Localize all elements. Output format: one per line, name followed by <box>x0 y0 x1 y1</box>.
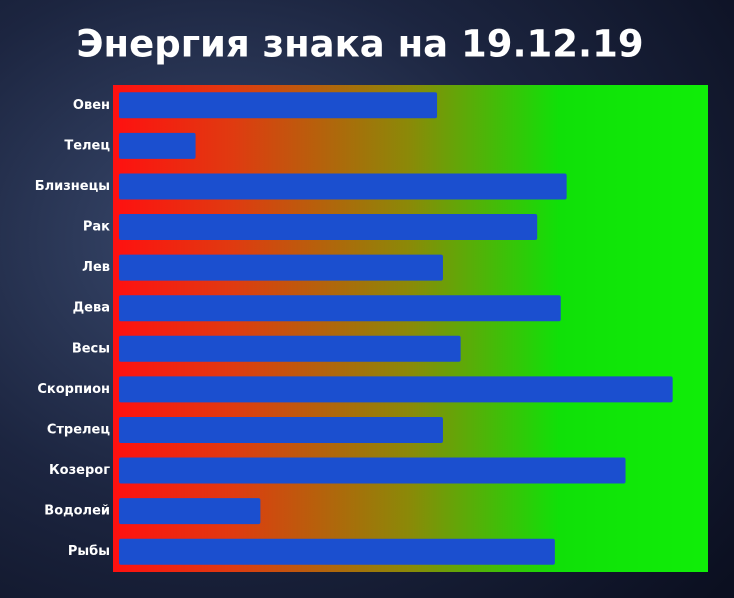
y-tick-label: Скорпион <box>37 382 110 397</box>
y-tick-label: Рыбы <box>68 544 110 559</box>
bar <box>119 416 443 443</box>
bar <box>119 498 261 525</box>
bar <box>119 295 561 322</box>
bar <box>119 254 443 281</box>
chart-title: Энергия знака на 19.12.19 <box>76 23 643 66</box>
bar <box>119 457 626 484</box>
y-tick-label: Близнецы <box>35 179 110 194</box>
y-tick-label: Весы <box>72 341 110 356</box>
y-tick-label: Овен <box>73 98 110 113</box>
bar <box>119 173 567 200</box>
bar <box>119 335 461 362</box>
y-tick-label: Козерог <box>49 463 110 478</box>
bar <box>119 132 196 159</box>
bar <box>119 92 438 119</box>
y-tick-label: Стрелец <box>47 422 111 437</box>
y-tick-label: Рак <box>83 220 110 235</box>
bar <box>119 538 555 565</box>
y-tick-label: Водолей <box>44 504 110 519</box>
bar <box>119 376 673 403</box>
plot-area <box>113 85 708 572</box>
y-tick-label: Лев <box>82 260 110 275</box>
bar <box>119 214 538 241</box>
y-tick-label: Дева <box>73 301 110 316</box>
y-tick-label: Телец <box>64 138 110 153</box>
